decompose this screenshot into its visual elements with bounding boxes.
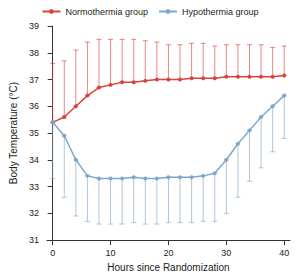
svg-text:33: 33 [29,182,39,192]
svg-text:10: 10 [106,248,116,258]
svg-text:36: 36 [29,101,39,111]
svg-text:Normothermia group: Normothermia group [65,7,148,17]
svg-text:Hours since Randomization: Hours since Randomization [107,262,229,273]
svg-text:38: 38 [29,48,39,58]
svg-text:32: 32 [29,208,39,218]
svg-text:Hypothermia group: Hypothermia group [182,7,259,17]
svg-text:30: 30 [221,248,231,258]
svg-text:20: 20 [163,248,173,258]
svg-text:31: 31 [29,235,39,245]
svg-text:Body Temperature (°C): Body Temperature (°C) [8,82,19,184]
svg-text:34: 34 [29,155,39,165]
svg-text:35: 35 [29,128,39,138]
svg-text:39: 39 [29,21,39,31]
svg-text:37: 37 [29,75,39,85]
svg-text:40: 40 [279,248,289,258]
svg-text:0: 0 [50,248,55,258]
